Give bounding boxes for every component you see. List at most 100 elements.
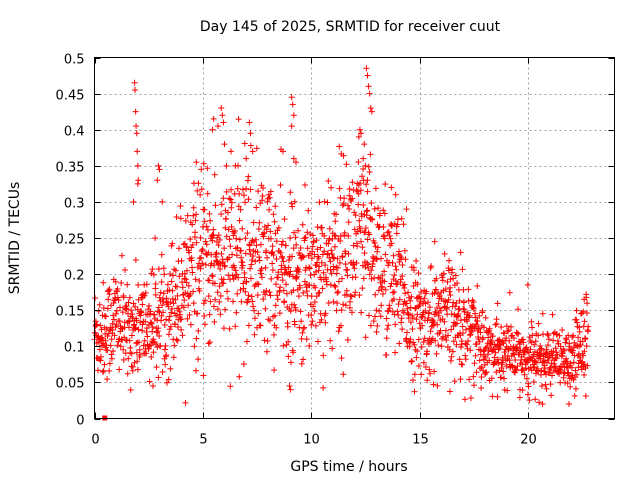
data-point (212, 202, 219, 209)
data-point (340, 301, 347, 308)
y-tick-label: 0.4 (64, 125, 85, 140)
data-point (288, 200, 295, 207)
data-point (228, 204, 235, 211)
data-point (252, 258, 259, 265)
data-point (224, 288, 231, 295)
data-point (281, 216, 288, 223)
data-point (401, 247, 408, 254)
data-point (234, 185, 241, 192)
data-point (167, 270, 174, 277)
data-point (255, 254, 262, 261)
data-point (301, 324, 308, 331)
data-point (343, 161, 350, 168)
data-point (192, 276, 199, 283)
y-tick-labels: 0 0.05 0.1 0.15 0.2 0.25 0.3 0.35 0.4 0.45 0.5 (56, 53, 85, 429)
data-point (414, 348, 421, 355)
data-point (575, 334, 582, 341)
data-point (221, 245, 228, 252)
data-point (303, 288, 310, 295)
data-point (134, 358, 141, 365)
data-point (563, 355, 570, 362)
data-point (96, 301, 103, 308)
data-point (272, 203, 279, 210)
data-point (353, 260, 360, 267)
data-point (370, 258, 377, 265)
data-point (544, 330, 551, 337)
data-point (359, 173, 366, 180)
data-point (250, 219, 257, 226)
data-point (329, 345, 336, 352)
data-point (556, 370, 563, 377)
data-point (222, 224, 229, 231)
data-point (230, 232, 237, 239)
data-point (448, 326, 455, 333)
data-point (226, 236, 233, 243)
data-point (478, 374, 485, 381)
data-point (249, 298, 256, 305)
data-point (344, 272, 351, 279)
data-point (396, 296, 403, 303)
data-point (253, 242, 260, 249)
data-point (111, 332, 118, 339)
data-point (451, 378, 458, 385)
data-point (172, 321, 179, 328)
data-point (357, 227, 364, 234)
data-point (339, 254, 346, 261)
data-point (183, 279, 190, 286)
data-point (113, 310, 120, 317)
data-point (287, 386, 294, 393)
data-point (545, 357, 552, 364)
data-point (277, 182, 284, 189)
data-point (384, 229, 391, 236)
data-point (420, 359, 427, 366)
data-point (209, 273, 216, 280)
data-point (180, 241, 187, 248)
data-point (327, 337, 334, 344)
data-point (351, 265, 358, 272)
data-point (566, 343, 573, 350)
data-point (288, 94, 295, 101)
data-point (244, 230, 251, 237)
data-point (285, 264, 292, 271)
data-point (127, 386, 134, 393)
data-point (540, 358, 547, 365)
data-point (277, 284, 284, 291)
data-point (510, 335, 517, 342)
data-point (109, 327, 116, 334)
data-point (356, 126, 363, 133)
data-point (274, 292, 281, 299)
data-point (145, 345, 152, 352)
data-point (314, 246, 321, 253)
data-point (513, 366, 520, 373)
data-point (267, 188, 274, 195)
data-point (399, 262, 406, 269)
data-point (392, 191, 399, 198)
data-point (169, 295, 176, 302)
data-point (214, 289, 221, 296)
data-point (104, 305, 111, 312)
data-points (91, 65, 592, 421)
data-point (423, 288, 430, 295)
data-point (304, 245, 311, 252)
data-point (293, 159, 299, 166)
data-point (99, 335, 106, 342)
data-point (104, 333, 111, 340)
data-point (288, 123, 295, 130)
data-point (564, 358, 571, 365)
data-point (333, 307, 340, 314)
data-point (303, 336, 310, 343)
data-point (202, 297, 209, 304)
data-point (194, 310, 201, 317)
data-point (339, 202, 346, 209)
data-point (543, 346, 550, 353)
data-point (349, 195, 356, 202)
data-point (550, 330, 557, 337)
data-point (149, 266, 156, 273)
data-point (330, 255, 337, 262)
data-point (206, 311, 213, 318)
data-point (133, 317, 140, 324)
data-point (442, 286, 449, 293)
data-point (227, 243, 234, 250)
data-point (133, 349, 140, 356)
data-point (264, 254, 271, 261)
